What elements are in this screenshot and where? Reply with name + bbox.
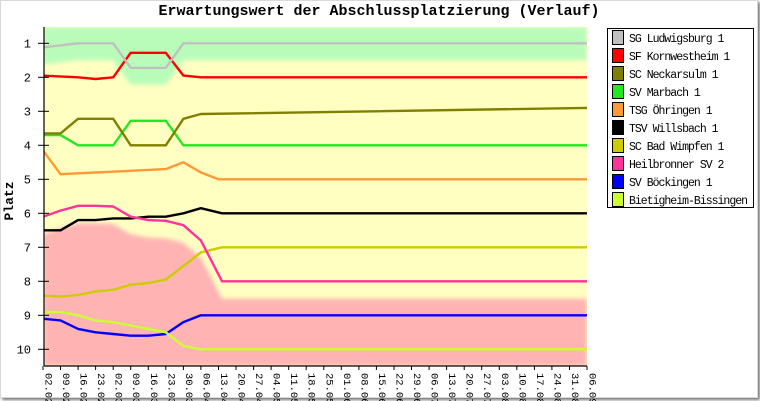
svg-text:09.02: 09.02 <box>59 373 71 401</box>
svg-text:10: 10 <box>17 343 31 357</box>
svg-text:24.08: 24.08 <box>550 373 562 401</box>
svg-text:10.08: 10.08 <box>515 373 527 401</box>
svg-text:02.03: 02.03 <box>112 373 124 401</box>
svg-text:20.07: 20.07 <box>463 373 475 401</box>
svg-text:9: 9 <box>24 309 31 323</box>
svg-text:20.04: 20.04 <box>235 373 247 401</box>
svg-text:16.03: 16.03 <box>147 373 159 401</box>
svg-text:2: 2 <box>24 71 31 85</box>
svg-text:30.03: 30.03 <box>182 373 194 401</box>
svg-text:06.04: 06.04 <box>199 373 211 401</box>
svg-text:1: 1 <box>24 37 31 51</box>
svg-text:15.06: 15.06 <box>375 373 387 401</box>
svg-text:8: 8 <box>24 275 31 289</box>
svg-text:4: 4 <box>24 139 31 153</box>
svg-text:06.07: 06.07 <box>428 373 440 401</box>
svg-text:6: 6 <box>24 207 31 221</box>
svg-text:16.02: 16.02 <box>77 373 89 401</box>
svg-text:03.08: 03.08 <box>498 373 510 401</box>
svg-text:23.02: 23.02 <box>94 373 106 401</box>
svg-text:04.05: 04.05 <box>270 373 282 401</box>
svg-text:Platz: Platz <box>2 181 17 220</box>
svg-text:06.09: 06.09 <box>586 373 598 401</box>
svg-text:27.04: 27.04 <box>252 373 264 401</box>
svg-text:11.05: 11.05 <box>287 373 299 401</box>
svg-text:5: 5 <box>24 173 31 187</box>
svg-text:13.07: 13.07 <box>445 373 457 401</box>
svg-text:27.07: 27.07 <box>480 373 492 401</box>
svg-text:23.03: 23.03 <box>164 373 176 401</box>
svg-text:17.08: 17.08 <box>533 373 545 401</box>
svg-text:7: 7 <box>24 241 31 255</box>
svg-text:3: 3 <box>24 105 31 119</box>
svg-text:02.02: 02.02 <box>42 373 54 401</box>
svg-text:31.08: 31.08 <box>568 373 580 401</box>
svg-text:13.04: 13.04 <box>217 373 229 401</box>
svg-text:01.06: 01.06 <box>340 373 352 401</box>
svg-text:08.06: 08.06 <box>357 373 369 401</box>
svg-text:29.06: 29.06 <box>410 373 422 401</box>
svg-text:25.05: 25.05 <box>322 373 334 401</box>
svg-text:09.03: 09.03 <box>129 373 141 401</box>
svg-text:22.06: 22.06 <box>393 373 405 401</box>
svg-text:18.05: 18.05 <box>305 373 317 401</box>
